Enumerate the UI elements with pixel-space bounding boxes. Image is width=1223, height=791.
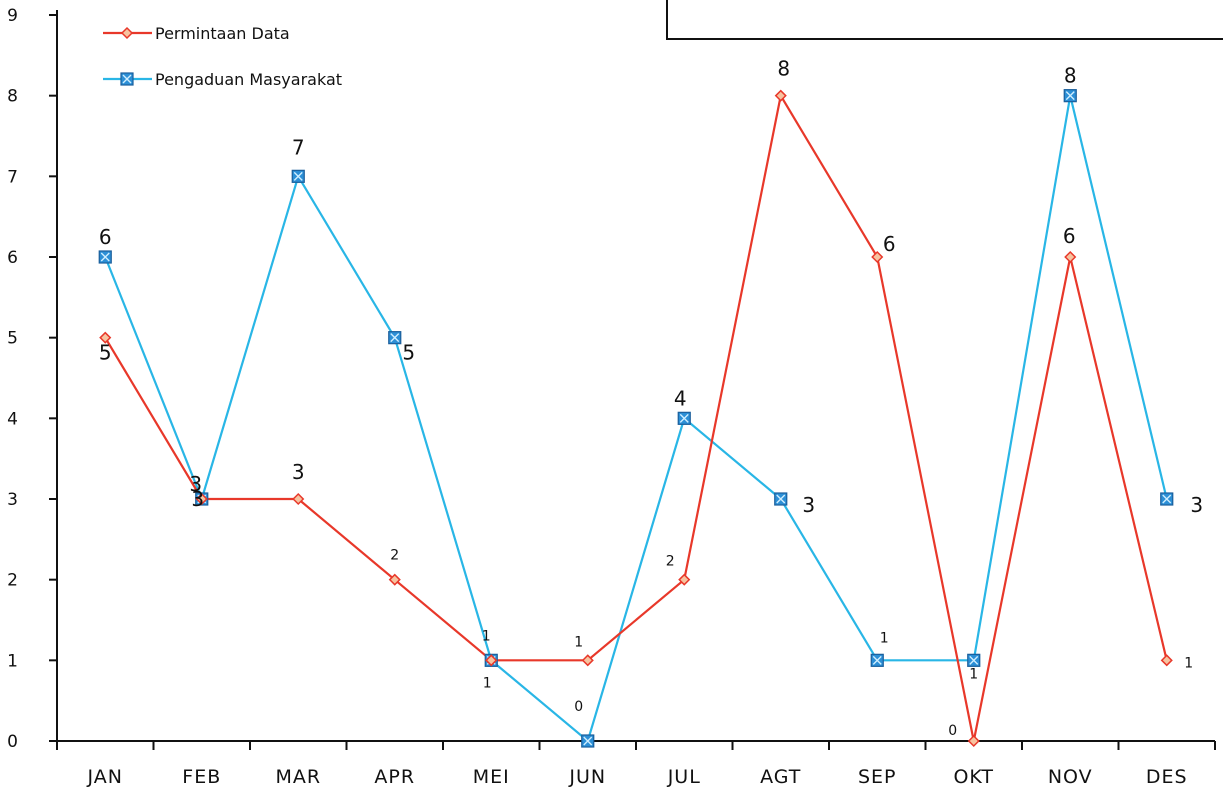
legend-item-permintaan-data: Permintaan Data xyxy=(103,24,290,43)
data-point-permintaan-data xyxy=(99,331,112,344)
legend: Permintaan Data Pengaduan Masyarakat xyxy=(103,24,342,89)
y-tick-label: 1 xyxy=(7,651,18,671)
series-layer xyxy=(98,89,1174,748)
data-point-pengaduan-masyarakat xyxy=(870,653,884,667)
data-point-permintaan-data xyxy=(581,654,594,667)
legend-label: Pengaduan Masyarakat xyxy=(155,70,342,89)
data-point-permintaan-data xyxy=(195,492,208,506)
y-tick-label: 4 xyxy=(7,409,18,429)
y-tick-label: 5 xyxy=(7,329,18,349)
x-tick-label: JAN xyxy=(87,766,123,788)
legend-marker xyxy=(120,26,134,40)
x-tick-label: DES xyxy=(1146,766,1188,788)
x-tick-label: SEP xyxy=(858,766,897,788)
data-point-permintaan-data xyxy=(1160,654,1173,667)
y-tick-label: 9 xyxy=(7,6,18,26)
data-label-pengaduan-masyarakat: 7 xyxy=(292,135,305,159)
data-point-pengaduan-masyarakat xyxy=(98,250,112,264)
y-tick-label: 7 xyxy=(7,167,18,187)
data-point-pengaduan-masyarakat xyxy=(677,411,691,425)
x-tick-label: JUL xyxy=(667,766,701,788)
y-tick-label: 6 xyxy=(7,248,18,268)
data-label-permintaan-data: 6 xyxy=(1063,224,1076,248)
data-point-pengaduan-masyarakat xyxy=(774,492,788,506)
data-label-permintaan-data: 6 xyxy=(883,232,896,256)
legend-item-pengaduan-masyarakat: Pengaduan Masyarakat xyxy=(103,70,342,89)
data-point-pengaduan-masyarakat xyxy=(581,734,595,748)
data-label-permintaan-data: 1 xyxy=(482,628,491,644)
x-tick-label: APR xyxy=(374,766,415,788)
data-label-permintaan-data: 1 xyxy=(1184,655,1193,671)
data-point-pengaduan-masyarakat xyxy=(1063,89,1077,103)
data-point-permintaan-data xyxy=(871,250,884,264)
series-line-permintaan-data xyxy=(104,92,1168,742)
y-tick-label: 8 xyxy=(7,87,18,107)
data-label-pengaduan-masyarakat: 6 xyxy=(99,225,112,249)
data-point-permintaan-data xyxy=(485,654,498,667)
data-label-pengaduan-masyarakat: 1 xyxy=(483,675,492,691)
data-point-permintaan-data xyxy=(774,89,787,102)
data-label-pengaduan-masyarakat: 8 xyxy=(1064,64,1077,88)
x-tick-label: MEI xyxy=(473,766,510,788)
series-line-pengaduan-masyarakat xyxy=(104,95,1168,743)
data-point-pengaduan-masyarakat xyxy=(967,653,981,667)
data-label-permintaan-data: 8 xyxy=(777,57,790,81)
x-tick-label: JUN xyxy=(568,766,606,788)
data-point-permintaan-data xyxy=(1064,250,1077,264)
x-tick-label: MAR xyxy=(275,766,321,788)
data-label-permintaan-data: 3 xyxy=(292,460,305,484)
data-label-pengaduan-masyarakat: 3 xyxy=(1190,493,1203,517)
x-tick-label: NOV xyxy=(1048,766,1093,788)
data-label-permintaan-data: 0 xyxy=(948,723,957,739)
data-label-permintaan-data: 3 xyxy=(189,472,202,496)
data-label-pengaduan-masyarakat: 3 xyxy=(802,493,815,517)
top-right-box xyxy=(666,0,1223,40)
data-label-pengaduan-masyarakat: 1 xyxy=(880,630,889,646)
x-tick-label: AGT xyxy=(760,766,801,788)
legend-label: Permintaan Data xyxy=(155,24,290,43)
x-tick-label: FEB xyxy=(182,766,221,788)
data-label-permintaan-data: 2 xyxy=(390,548,399,564)
data-point-pengaduan-masyarakat xyxy=(291,169,305,183)
data-label-pengaduan-masyarakat: 4 xyxy=(674,386,687,410)
x-tick-label: OKT xyxy=(953,766,994,788)
data-point-permintaan-data xyxy=(292,492,305,506)
data-point-permintaan-data xyxy=(967,734,980,748)
data-point-permintaan-data xyxy=(388,573,401,586)
data-label-pengaduan-masyarakat: 5 xyxy=(402,341,415,365)
data-label-pengaduan-masyarakat: 0 xyxy=(574,699,583,715)
y-tick-label: 2 xyxy=(7,571,18,591)
data-label-pengaduan-masyarakat: 3 xyxy=(191,487,204,511)
data-label-permintaan-data: 2 xyxy=(666,554,675,570)
data-point-pengaduan-masyarakat xyxy=(388,331,402,345)
y-tick-label: 0 xyxy=(7,732,18,752)
data-label-permintaan-data: 1 xyxy=(574,634,583,650)
data-point-pengaduan-masyarakat xyxy=(1160,492,1174,506)
data-point-permintaan-data xyxy=(678,573,691,586)
data-label-pengaduan-masyarakat: 1 xyxy=(969,666,978,682)
y-tick-label: 3 xyxy=(7,490,18,510)
legend-marker xyxy=(120,72,134,86)
data-label-permintaan-data: 5 xyxy=(99,341,112,365)
axes: 0 1 2 3 4 5 6 7 8 9 JAN FEB MAR APR MEI JUN JUL AGT SEP OKT… xyxy=(7,6,1216,788)
